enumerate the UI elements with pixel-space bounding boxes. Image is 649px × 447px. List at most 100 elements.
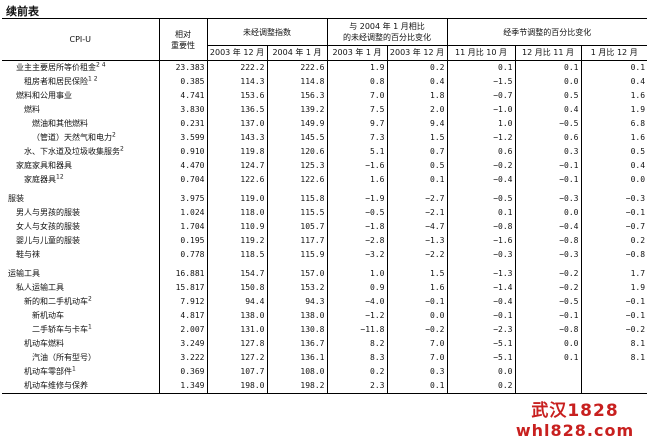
cell-importance: 0.195 [158, 234, 207, 248]
cell-value: 7.0 [386, 351, 447, 365]
row-label: （管道）天然气和电力2 [2, 131, 159, 145]
table-row: 女人与女孩的服装 1.704 110.9 105.7 −1.8 −4.7 −0.8 −0.4−… [2, 220, 648, 234]
cell-value: 1.5 [386, 267, 447, 281]
cell-value: 0.8 [326, 75, 387, 89]
row-label: 家庭器具12 [2, 173, 159, 187]
cell-value: 117.7 [266, 234, 327, 248]
cell-value: −1.9 [326, 192, 387, 206]
watermark-line1: 武汉1828 [531, 401, 619, 421]
cell-value: 0.0 [514, 75, 581, 89]
row-label-text: 鞋与袜 [16, 250, 40, 259]
cell-value: −0.1 [580, 295, 648, 309]
row-label: 男人与男孩的服装 [2, 206, 159, 220]
cell-value: 7.3 [326, 131, 387, 145]
row-label: 机动车维修与保养 [2, 379, 159, 394]
cell-value: 1.6 [580, 131, 648, 145]
row-label: 运输工具 [2, 267, 159, 281]
cell-value: 119.8 [206, 145, 267, 159]
row-label: 租房者和居民保险1 2 [2, 75, 159, 89]
cell-value: 0.7 [386, 145, 447, 159]
row-label-text: 女人与女孩的服装 [16, 222, 80, 231]
cell-importance: 0.704 [158, 173, 207, 187]
cell-value: −4.0 [326, 295, 387, 309]
cell-value: 0.2 [580, 234, 648, 248]
cell-value: −5.1 [446, 337, 515, 351]
cell-value: −0.1 [514, 159, 581, 173]
row-label-text: 二手轿车与卡车 [32, 325, 88, 334]
row-label-text: 燃油和其他燃料 [32, 119, 88, 128]
table-row: 运输工具 16.881 154.7 157.0 1.0 1.5 −1.3 −0.2 1.7 [2, 267, 648, 281]
cell-value: 2.3 [326, 379, 387, 394]
cell-value: −0.3 [446, 248, 515, 262]
cell-value: −0.8 [514, 234, 581, 248]
footnote-marker: 1 [88, 323, 92, 331]
row-label: 汽油（所有型号） [2, 351, 159, 365]
cell-value: 125.3 [266, 159, 327, 173]
row-label-text: 业主主要居所等价租金 [16, 63, 96, 72]
cell-value: 145.5 [266, 131, 327, 145]
footnote-marker: 2 [88, 295, 92, 303]
cell-importance: 3.249 [158, 337, 207, 351]
row-label-text: 机动车维修与保养 [24, 381, 88, 390]
page-title: 续前表 [6, 5, 39, 18]
row-label: 新机动车 [2, 309, 159, 323]
cell-value: −1.4 [446, 281, 515, 295]
header-unadjusted: 未经调整指数 [206, 18, 327, 46]
cell-value [514, 379, 581, 394]
cell-value: 115.8 [266, 192, 327, 206]
cell-value: 0.4 [580, 75, 648, 89]
table-row: 租房者和居民保险1 2 0.385 114.3 114.8 0.8 0.4 −1.5 0.0 0… [2, 75, 648, 89]
table-row: 私人运输工具 15.817 150.8 153.2 0.9 1.6 −1.4 −0.2 1.9 [2, 281, 648, 295]
table-row: 家庭器具12 0.704 122.6 122.6 1.6 0.1 −0.4 −0.1 0.0 [2, 173, 648, 187]
cell-importance: 0.910 [158, 145, 207, 159]
cell-value: 0.0 [514, 337, 581, 351]
cell-value: −1.6 [446, 234, 515, 248]
row-label: 新的和二手机动车2 [2, 295, 159, 309]
cell-value: 1.9 [580, 103, 648, 117]
cell-importance: 3.830 [158, 103, 207, 117]
row-label-text: 男人与男孩的服装 [16, 208, 80, 217]
cell-value: −0.2 [514, 281, 581, 295]
cell-value: −2.1 [386, 206, 447, 220]
cell-importance: 0.385 [158, 75, 207, 89]
cell-importance: 0.369 [158, 365, 207, 379]
cell-value: −0.3 [514, 248, 581, 262]
cell-value: 138.0 [266, 309, 327, 323]
footnote-marker: 1 2 [88, 75, 98, 83]
row-label: 机动车燃料 [2, 337, 159, 351]
subheader: 12 月比 11 月 [514, 45, 581, 61]
cell-value: 136.1 [266, 351, 327, 365]
cell-value: −0.8 [514, 323, 581, 337]
row-label-text: 婴儿与儿童的服装 [16, 236, 80, 245]
cell-value: −1.0 [446, 103, 515, 117]
row-label: 女人与女孩的服装 [2, 220, 159, 234]
cell-value: 115.5 [266, 206, 327, 220]
row-label-text: 机动车零部件 [24, 367, 72, 376]
cell-value: 0.2 [446, 379, 515, 394]
cell-value: −0.3 [580, 192, 648, 206]
row-label-text: 新机动车 [32, 311, 64, 320]
watermark-logo: 武汉1828 whl828.com [505, 401, 645, 445]
cell-value: 0.1 [514, 351, 581, 365]
cell-value: −1.2 [326, 309, 387, 323]
cell-value: 130.8 [266, 323, 327, 337]
cell-value: −1.5 [446, 75, 515, 89]
cell-value: −1.6 [326, 159, 387, 173]
subheader: 1 月比 12 月 [580, 45, 648, 61]
table-gap [2, 187, 648, 192]
cell-value: −0.7 [580, 220, 648, 234]
table-row: 汽油（所有型号） 3.222 127.2 136.1 8.3 7.0 −5.1 0.1 8.1 [2, 351, 648, 365]
cell-value: 0.5 [386, 159, 447, 173]
subheader: 2003 年 12 月 [206, 45, 267, 61]
cell-value: −1.2 [446, 131, 515, 145]
cell-importance: 4.470 [158, 159, 207, 173]
header-importance: 相对 重要性 [158, 18, 207, 61]
table-row: 鞋与袜 0.778 118.5 115.9 −3.2 −2.2 −0.3 −0.3 −0.8 [2, 248, 648, 262]
cell-importance: 4.817 [158, 309, 207, 323]
cell-importance: 1.024 [158, 206, 207, 220]
cell-value: 0.4 [514, 103, 581, 117]
cell-importance: 23.383 [158, 60, 207, 75]
cell-value: 0.0 [580, 173, 648, 187]
cell-value: 127.8 [206, 337, 267, 351]
cell-value: −1.3 [446, 267, 515, 281]
